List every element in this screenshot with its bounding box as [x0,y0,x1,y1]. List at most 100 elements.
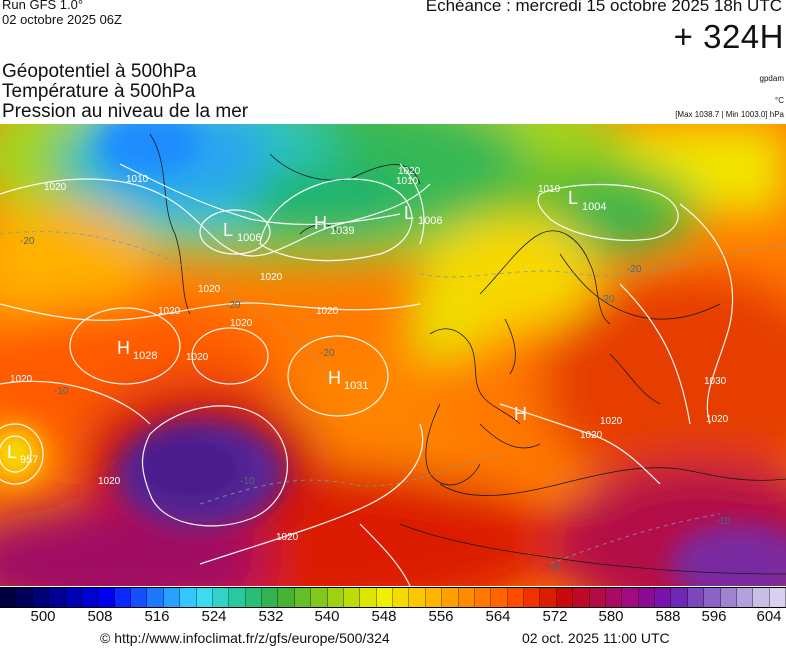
isotherm-labels: -20 -20 -20 -20 -20 -10 -10 -10 -10 [20,236,731,573]
isobar-label: 1020 [276,532,299,543]
lead-time: + 324H [673,18,784,55]
isobar-labels: 1010 1020 1020 1010 1020 1020 1020 1020 … [10,166,729,543]
color-scale-cell [507,588,524,607]
high-pressure-center: H 1028 [117,338,157,362]
isobars [0,163,734,586]
pressure-center-value: 1031 [344,380,368,392]
model-run-label: Run GFS 1.0° [2,0,84,12]
scale-tick: 548 [371,608,397,625]
color-scale-cell [589,588,606,607]
color-scale-cell [212,588,230,607]
scale-tick: 524 [201,608,227,625]
high-pressure-center: H [514,404,527,424]
color-scale-cell [442,588,459,607]
low-pressure-center: L 957 [7,442,38,466]
color-scale-cell [720,588,737,607]
color-scale-cell [393,588,410,607]
color-scale-cell [245,588,262,607]
color-scale-cell [65,588,82,607]
color-scale-cell [491,588,508,607]
color-scale-cell [524,588,541,607]
color-scale-cell [704,588,721,607]
isotherm-label: -20 [320,348,335,359]
color-scale-cell [769,588,786,607]
isobar-label: 1020 [706,414,729,425]
isobar-label: 1010 [126,174,149,185]
color-scale-cell [622,588,639,607]
color-scale-cell [229,588,246,607]
weather-map-svg: H 1039 L 1006 L 1006 L 1004 H 1028 [0,124,786,586]
color-scale-cell [605,588,623,607]
color-scale-cell [540,588,557,607]
unit-temperature: °C [775,96,784,105]
color-scale-cell [376,588,393,607]
low-pressure-center: L 1006 [223,220,261,244]
color-scale [0,587,786,608]
color-scale-cell [311,588,328,607]
scale-tick: 588 [655,608,681,625]
scale-tick: 564 [485,608,511,625]
scale-tick: 500 [30,608,56,625]
scale-tick: 532 [258,608,284,625]
color-scale-cell [655,588,672,607]
color-scale-cell [147,588,164,607]
pressure-center-value: 1004 [582,201,606,213]
color-scale-cell [327,588,344,607]
isobar-label: 1020 [316,306,339,317]
color-scale-cell [343,588,361,607]
scale-tick: 604 [756,608,782,625]
param-geopotential: Géopotentiel à 500hPa [2,61,197,82]
isotherm-label: -10 [240,476,255,487]
weather-map: H 1039 L 1006 L 1006 L 1004 H 1028 [0,124,786,586]
scale-tick: 540 [314,608,340,625]
color-scale-cell [736,588,754,607]
isotherm-label: -20 [226,300,241,311]
high-pressure-center: H 1039 [314,213,354,237]
copyright-link[interactable]: © http://www.infoclimat.fr/z/gfs/europe/… [100,630,390,646]
color-scale-cell [114,588,131,607]
isobar-label: 1020 [158,306,181,317]
pressure-center-value: 1039 [330,225,354,237]
color-scale-cell [0,588,17,607]
pressure-center-type: L [7,442,17,462]
pressure-center-value: 1006 [418,215,442,227]
isotherms [0,231,786,565]
isotherm-label: -20 [600,294,615,305]
color-scale-cell [556,588,574,607]
isotherm-label: -10 [716,516,731,527]
isotherm-label: -10 [546,562,561,573]
isobar-label: 1030 [704,376,727,387]
scale-tick: 596 [701,608,727,625]
isobar-label: 1020 [10,374,33,385]
color-scale-cell [278,588,295,607]
color-scale-cell [409,588,426,607]
scale-tick: 556 [428,608,454,625]
color-scale-bar [0,587,786,608]
pressure-center-value: 1006 [237,232,261,244]
pressure-center-value: 1028 [133,350,157,362]
scale-tick: 572 [542,608,568,625]
param-pressure: Pression au niveau de la mer [2,101,249,122]
pressure-center-type: L [404,203,414,223]
pressure-centers: H 1039 L 1006 L 1006 L 1004 H 1028 [7,188,606,466]
color-scale-cell [458,588,475,607]
valid-time: Echéance : mercredi 15 octobre 2025 18h … [425,0,782,15]
high-pressure-center: H 1031 [328,368,368,392]
isobar-label: 1020 [98,476,121,487]
color-scale-cell [98,588,115,607]
scale-tick: 516 [144,608,170,625]
color-scale-cell [180,588,197,607]
color-scale-cell [262,588,279,607]
pressure-center-type: H [328,368,341,388]
isobar-label: 1020 [230,318,253,329]
pressure-center-type: H [314,213,327,233]
pressure-center-type: L [223,220,233,240]
isobar-label: 1010 [538,184,561,195]
unit-pressure-range: [Max 1038.7 | Min 1003.0] hPa [675,110,784,119]
isotherm-label: -10 [54,386,69,397]
scale-tick: 508 [87,608,113,625]
color-scale-cell [573,588,590,607]
pressure-center-type: H [514,404,527,424]
isobar-label: 1020 [600,416,623,427]
